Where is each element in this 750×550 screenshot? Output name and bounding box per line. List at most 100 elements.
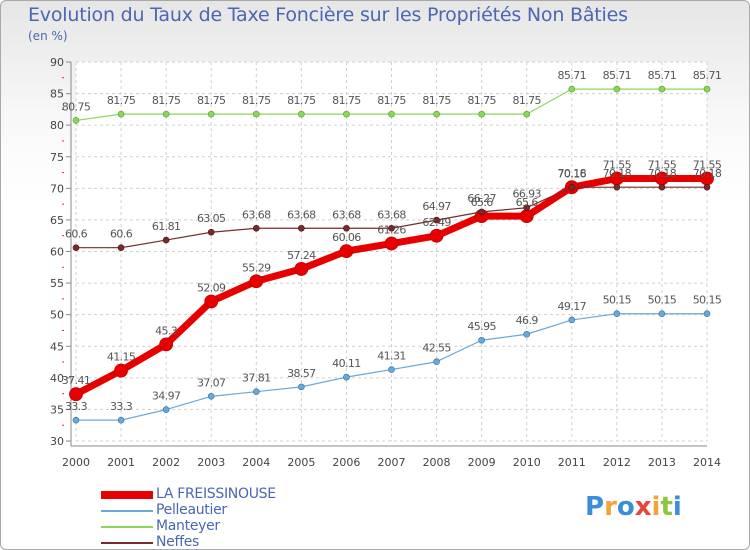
data-point: [478, 110, 485, 118]
logo-letter: o: [616, 492, 635, 522]
data-label: 50.15: [603, 294, 632, 307]
data-label: 38.57: [287, 367, 316, 380]
data-label: 85.71: [693, 69, 722, 82]
data-label: 60.6: [65, 228, 88, 241]
data-label: 85.71: [558, 69, 587, 82]
data-point: [523, 330, 531, 338]
data-point: [658, 310, 666, 318]
data-point: [298, 383, 305, 391]
data-point: [252, 110, 260, 118]
data-point: [568, 316, 576, 324]
data-label: 70.16: [558, 167, 587, 180]
data-label: 81.75: [242, 94, 271, 107]
logo-letter: r: [604, 492, 617, 522]
legend-swatch: [101, 491, 153, 499]
data-label: 81.75: [377, 94, 406, 107]
logo-letter: i: [651, 492, 661, 522]
x-tick-label: 2002: [152, 456, 180, 469]
data-point: [703, 85, 711, 93]
data-point: [298, 224, 305, 232]
data-point: [613, 85, 621, 93]
x-tick-label: 2014: [693, 456, 721, 469]
data-label: 80.75: [62, 100, 91, 113]
data-point: [72, 244, 80, 252]
y-tick-label: 60: [50, 246, 64, 259]
data-point: [252, 224, 260, 232]
data-label: 63.68: [287, 208, 316, 221]
plot-area: [76, 62, 707, 441]
legend-label: LA FREISSINOUSE: [156, 486, 276, 502]
data-label: 57.24: [287, 249, 316, 262]
data-point: [568, 184, 576, 191]
data-label: 63.68: [332, 208, 361, 221]
data-label: 64.97: [422, 200, 451, 213]
y-tick-label: 50: [50, 309, 64, 322]
data-point: [162, 236, 170, 244]
data-label: 81.75: [422, 94, 451, 107]
data-label: 37.07: [197, 376, 226, 389]
y-tick-label: 85: [50, 88, 64, 101]
x-tick-label: 2008: [423, 456, 451, 469]
data-point: [429, 228, 444, 243]
chart-unit-label: (en %): [28, 29, 68, 43]
x-tick-label: 2009: [468, 456, 496, 469]
data-point: [388, 366, 395, 373]
data-point: [478, 208, 485, 216]
y-tick-label: 70: [50, 182, 64, 195]
y-tick-label: 45: [50, 340, 64, 353]
data-point: [69, 387, 83, 402]
data-label: 71.55: [693, 159, 722, 172]
proxiti-logo: Proxiti: [585, 492, 682, 522]
legend-swatch: [101, 510, 153, 512]
data-label: 41.31: [377, 350, 406, 363]
x-tick-label: 2001: [107, 456, 135, 469]
legend-label: Neffes: [156, 534, 200, 550]
data-point: [613, 183, 621, 191]
data-point: [249, 274, 264, 289]
data-point: [433, 358, 440, 366]
data-label: 66.27: [467, 192, 496, 205]
data-label: 60.6: [110, 228, 133, 241]
data-point: [204, 294, 219, 309]
data-label: 62.49: [422, 216, 451, 229]
logo-letter: P: [585, 492, 605, 522]
data-label: 37.41: [62, 374, 91, 387]
y-tick-label: 65: [50, 214, 64, 227]
data-point: [478, 336, 485, 344]
data-point: [523, 110, 531, 118]
chart-title: Evolution du Taux de Taxe Foncière sur l…: [28, 4, 628, 26]
data-point: [703, 183, 711, 191]
data-label: 66.93: [512, 188, 541, 201]
legend-label: Manteyer: [156, 518, 220, 534]
x-tick-label: 2011: [558, 456, 586, 469]
data-point: [252, 388, 260, 395]
data-label: 70.18: [558, 167, 587, 180]
data-label: 33.3: [65, 400, 88, 413]
data-point: [384, 236, 399, 251]
data-label: 81.75: [152, 94, 181, 107]
data-label: 42.55: [422, 342, 451, 355]
data-label: 71.55: [603, 159, 632, 172]
data-label: 81.75: [287, 94, 316, 107]
legend-swatch: [101, 542, 153, 544]
data-label: 46.9: [516, 314, 539, 327]
data-point: [523, 204, 531, 212]
data-label: 81.75: [512, 94, 541, 107]
data-point: [117, 110, 125, 118]
data-label: 81.75: [467, 94, 496, 107]
x-tick-label: 2005: [287, 456, 315, 469]
data-point: [298, 110, 305, 118]
y-tick-label: 90: [50, 56, 64, 69]
data-label: 63.68: [242, 208, 271, 221]
data-point: [658, 183, 666, 191]
data-label: 85.71: [603, 69, 632, 82]
data-label: 81.75: [332, 94, 361, 107]
data-label: 40.11: [332, 357, 361, 370]
data-label: 65.6: [471, 196, 494, 209]
data-label: 71.55: [648, 159, 677, 172]
data-label: 81.75: [107, 94, 136, 107]
data-label: 63.68: [377, 208, 406, 221]
data-label: 60.06: [332, 231, 361, 244]
